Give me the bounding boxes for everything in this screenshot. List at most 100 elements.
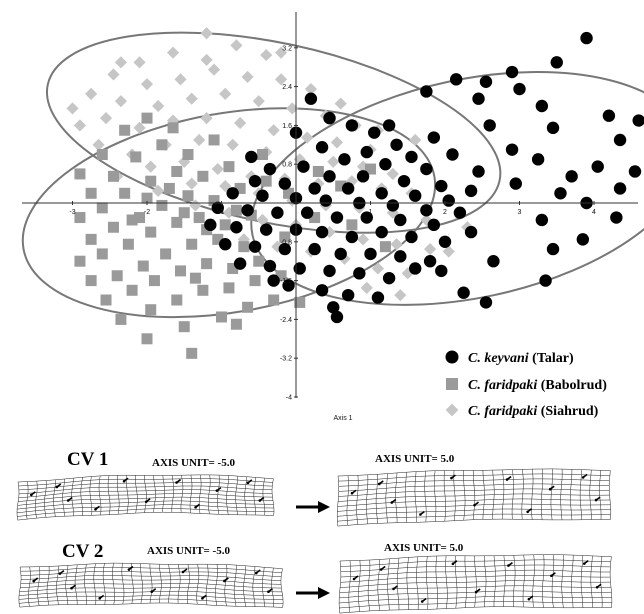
landmark-point: [527, 597, 531, 601]
cv1-title: CV 1: [67, 449, 108, 470]
square-point: [160, 248, 172, 260]
square-point: [85, 233, 97, 245]
tick-labels: -3 -2 -1 1 2 3 4 3.2 2.4 1.6 0.8 -0.8 -1.6 -2.4 -3.2 -4: [69, 45, 596, 401]
circle-point: [442, 194, 455, 207]
square-point: [163, 182, 175, 194]
landmark-point: [70, 586, 73, 590]
circle-point: [409, 262, 422, 275]
diamond-point: [390, 238, 403, 251]
circle-point: [278, 177, 292, 190]
landmark-point: [505, 478, 509, 481]
deformation-grid-lines: [18, 562, 284, 608]
diamond-point: [230, 39, 243, 52]
diamond-point: [234, 116, 247, 130]
circle-point: [435, 179, 448, 193]
diamond-point: [301, 131, 314, 144]
diamond-point: [200, 112, 213, 125]
circle-point: [263, 259, 277, 273]
square-point: [122, 238, 134, 250]
circle-point: [341, 182, 355, 195]
landmark-point: [254, 571, 258, 575]
circle-point: [375, 225, 388, 239]
circle-point: [293, 262, 306, 275]
circle-point: [263, 162, 277, 176]
circle-point: [386, 199, 400, 212]
diamond-point: [241, 70, 254, 83]
circle-point: [390, 138, 403, 151]
circle-point: [479, 75, 493, 88]
circle-point: [353, 267, 366, 280]
circle-point: [427, 131, 441, 144]
square-point: [74, 168, 86, 180]
x-tick-label: -2: [144, 209, 150, 216]
landmark-point: [420, 600, 424, 603]
diamond-point: [66, 102, 79, 115]
circle-point: [341, 288, 355, 302]
landmark-point: [66, 499, 70, 502]
circle-point: [282, 279, 295, 292]
circle-point: [479, 296, 493, 309]
circle-point: [505, 65, 519, 79]
square-point: [230, 318, 242, 330]
diamond-point: [152, 99, 165, 113]
circle-point: [610, 211, 623, 224]
square-point: [201, 258, 213, 270]
landmark-point: [30, 493, 33, 497]
circle-point: [360, 145, 373, 159]
square-point: [309, 212, 321, 224]
square-point: [186, 238, 198, 250]
square-point: [141, 192, 153, 204]
y-tick-label: 2.4: [282, 84, 292, 91]
square-point: [260, 175, 272, 187]
diamond-point: [73, 119, 87, 132]
diamond-point: [252, 95, 265, 108]
square-point: [119, 124, 131, 136]
x-tick-label: -3: [69, 209, 75, 216]
square-point: [100, 294, 112, 306]
diamond-point: [107, 68, 120, 81]
cv2-panel: CV 2 AXIS UNIT= -5.0 AXIS UNIT= 5.0: [18, 541, 613, 614]
square-point: [156, 199, 168, 211]
square-point: [279, 231, 291, 243]
square-point: [148, 275, 160, 287]
cv2-arrow-icon: [296, 587, 330, 599]
square-point: [130, 151, 142, 163]
circle-point: [368, 126, 381, 139]
square-point: [171, 165, 183, 177]
circle-point: [535, 99, 549, 113]
circle-point: [267, 274, 280, 287]
square-point: [312, 165, 324, 177]
circle-point: [397, 174, 411, 188]
square-point: [189, 272, 201, 284]
ellipse-1: [250, 71, 644, 306]
x-tick-label: 4: [592, 209, 596, 216]
circle-point: [323, 264, 336, 278]
landmark-point: [595, 585, 599, 589]
diamond-point: [442, 245, 455, 258]
x-tick-label: 1: [369, 209, 373, 216]
diamond-point: [211, 162, 224, 176]
square-point: [85, 187, 97, 199]
circle-point: [297, 160, 310, 173]
square-point: [219, 219, 231, 231]
y-tick-label: -0.8: [280, 239, 292, 246]
circle-point: [364, 247, 377, 261]
landmark-point: [58, 572, 62, 575]
legend: C. keyvani (Talar) C. faridpaki (Babolrud…: [445, 350, 607, 419]
landmark-point: [215, 489, 219, 492]
circle-point: [405, 150, 418, 164]
square-point: [283, 187, 295, 199]
circle-point: [241, 204, 254, 217]
legend-entry: C. faridpaki (Siahrud): [468, 404, 599, 419]
diamond-point: [114, 56, 128, 69]
cv1-left-unit: AXIS UNIT= -5.0: [152, 457, 235, 469]
circle-point: [233, 257, 247, 270]
y-tick-label: 1.6: [282, 123, 292, 130]
square-point: [208, 195, 220, 207]
landmark-point: [474, 590, 478, 594]
diamond-point: [371, 262, 385, 275]
circle-point: [248, 240, 262, 253]
square-point: [208, 134, 220, 146]
square-point: [119, 187, 131, 199]
